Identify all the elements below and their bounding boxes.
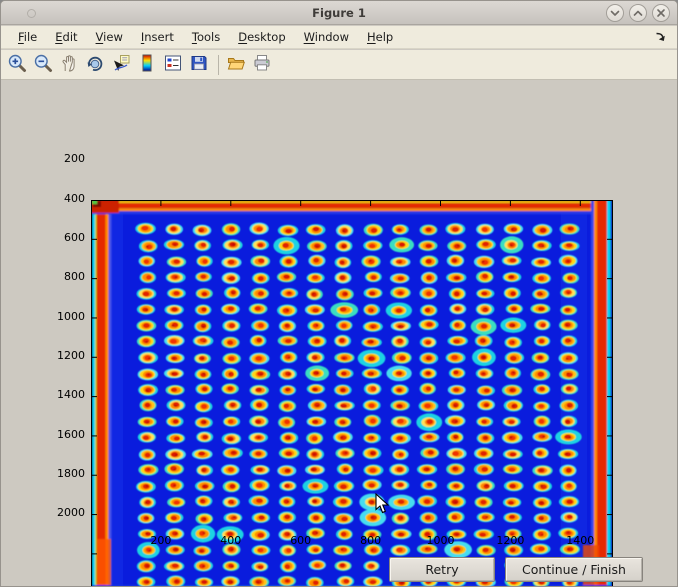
x-tick-label: 1400 <box>566 534 595 547</box>
y-tick-label: 1600 <box>57 427 85 441</box>
data-cursor-icon <box>111 53 131 77</box>
colorbar-icon <box>137 53 157 77</box>
menu-item-tools[interactable]: Tools <box>191 30 221 44</box>
zoom-in-button[interactable] <box>5 53 29 77</box>
open-file-icon <box>226 53 246 77</box>
print-figure-button[interactable] <box>250 53 274 77</box>
toolbar-separator <box>218 54 219 75</box>
shade-button[interactable] <box>606 4 624 22</box>
menu-item-insert[interactable]: Insert <box>140 30 174 44</box>
y-tick-label: 800 <box>64 270 85 284</box>
menu-item-help[interactable]: Help <box>367 30 394 44</box>
close-button[interactable] <box>652 4 670 22</box>
zoom-out-button[interactable] <box>31 53 55 77</box>
chevron-up-icon <box>633 10 643 16</box>
unshade-button[interactable] <box>629 4 647 22</box>
close-icon <box>657 9 665 17</box>
menu-item-file[interactable]: File <box>18 30 38 44</box>
save-figure-icon <box>189 53 209 77</box>
continue-finish-button[interactable]: Continue / Finish <box>505 557 643 582</box>
print-figure-icon <box>252 53 272 77</box>
y-tick-label: 600 <box>64 230 85 244</box>
y-tick-label: 1200 <box>57 348 85 362</box>
data-cursor-button[interactable] <box>109 53 133 77</box>
window-menu-icon[interactable] <box>27 9 36 18</box>
rotate-3d-button[interactable] <box>83 53 107 77</box>
menu-item-desktop[interactable]: Desktop <box>238 30 286 44</box>
menu-item-edit[interactable]: Edit <box>55 30 78 44</box>
x-tick-label: 1000 <box>426 534 455 547</box>
x-tick-label: 400 <box>220 534 242 547</box>
menubar: File Edit View Insert Tools Desktop Window Help <box>1 26 677 49</box>
insert-legend-button[interactable] <box>161 53 185 77</box>
save-figure-button[interactable] <box>187 53 211 77</box>
zoom-in-icon <box>7 53 27 77</box>
menu-item-view[interactable]: View <box>95 30 123 44</box>
toolbar <box>1 50 677 80</box>
rotate-3d-icon <box>85 53 105 77</box>
pan-hand-icon <box>59 53 79 77</box>
window-title: Figure 1 <box>312 5 366 20</box>
y-tick-label: 400 <box>64 191 85 205</box>
y-tick-label: 1400 <box>57 388 85 402</box>
x-tick-label: 800 <box>360 534 382 547</box>
x-tick-label: 200 <box>150 534 172 547</box>
x-tick-label: 1200 <box>496 534 525 547</box>
figure-canvas: Retry Continue / Finish 200 400 600 800 1000… <box>1 81 677 586</box>
colorbar-button[interactable] <box>135 53 159 77</box>
plot-image[interactable] <box>91 200 613 586</box>
x-tick-label: 600 <box>290 534 312 547</box>
chevron-down-icon <box>610 10 620 16</box>
window-controls <box>606 4 670 22</box>
y-tick-label: 200 <box>64 152 85 166</box>
y-tick-label: 2000 <box>57 506 85 520</box>
menu-item-window[interactable]: Window <box>303 30 349 44</box>
open-file-button[interactable] <box>224 53 248 77</box>
insert-legend-icon <box>163 53 183 77</box>
y-tick-label: 1800 <box>57 466 85 480</box>
zoom-out-icon <box>33 53 53 77</box>
pan-hand-button[interactable] <box>57 53 81 77</box>
titlebar[interactable]: Figure 1 <box>1 1 677 25</box>
y-tick-label: 1000 <box>57 309 85 323</box>
dock-arrow-icon[interactable] <box>653 30 667 44</box>
retry-button[interactable]: Retry <box>389 557 495 582</box>
